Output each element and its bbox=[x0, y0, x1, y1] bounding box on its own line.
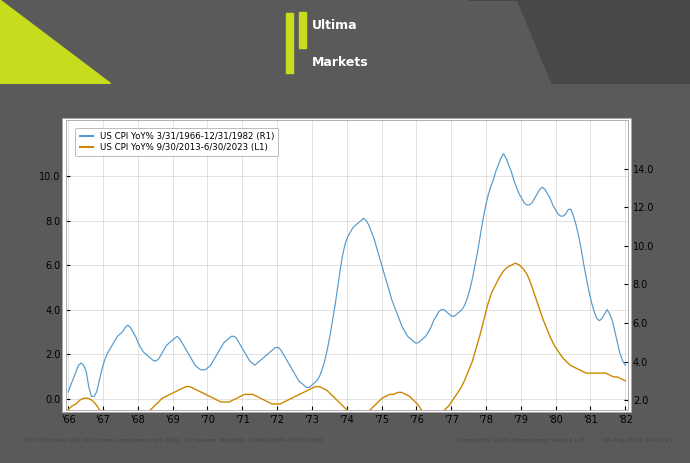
Text: Ultima: Ultima bbox=[312, 19, 357, 31]
Polygon shape bbox=[469, 0, 690, 83]
Text: Copyright© 2023 Bloomberg Finance L.P.         10-Aug-2023 14:00:15: Copyright© 2023 Bloomberg Finance L.P. 1… bbox=[455, 438, 673, 443]
Text: Markets: Markets bbox=[312, 56, 368, 69]
Legend: US CPI YoY% 3/31/1966-12/31/1982 (R1), US CPI YoY% 9/30/2013-6/30/2023 (L1): US CPI YoY% 3/31/1966-12/31/1982 (R1), U… bbox=[75, 128, 278, 156]
Text: CPI YOY Index (US CPI Urban Consumers YoY NSA)  CPI waves  Monthly 31MAR1966-31D: CPI YOY Index (US CPI Urban Consumers Yo… bbox=[24, 438, 324, 443]
Bar bbox=[299, 12, 306, 48]
Bar bbox=[286, 13, 293, 73]
Polygon shape bbox=[0, 0, 110, 83]
